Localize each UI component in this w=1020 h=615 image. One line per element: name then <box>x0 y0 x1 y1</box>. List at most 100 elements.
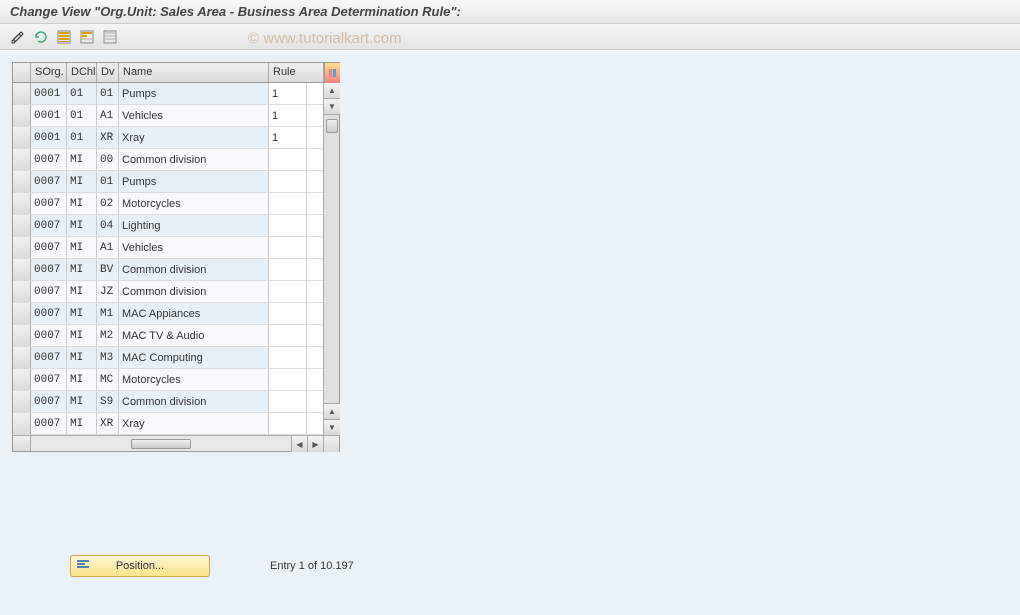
cell-dchl[interactable]: MI <box>67 215 97 236</box>
cell-sorg[interactable]: 0007 <box>31 325 67 346</box>
scroll-thumb-h[interactable] <box>131 439 191 449</box>
row-selector[interactable] <box>13 259 31 280</box>
position-button[interactable]: Position... <box>70 555 210 577</box>
row-selector[interactable] <box>13 215 31 236</box>
cell-name[interactable]: Common division <box>119 391 269 412</box>
row-selector[interactable] <box>13 105 31 126</box>
cell-sorg[interactable]: 0007 <box>31 413 67 434</box>
cell-dv[interactable]: M2 <box>97 325 119 346</box>
cell-rule[interactable] <box>269 193 307 214</box>
cell-sorg[interactable]: 0007 <box>31 369 67 390</box>
cell-name[interactable]: MAC TV & Audio <box>119 325 269 346</box>
cell-name[interactable]: Common division <box>119 281 269 302</box>
row-selector[interactable] <box>13 325 31 346</box>
column-rule[interactable]: Rule <box>269 63 307 82</box>
row-selector[interactable] <box>13 413 31 434</box>
cell-rule[interactable] <box>269 171 307 192</box>
cell-sorg[interactable]: 0007 <box>31 237 67 258</box>
column-dchl[interactable]: DChl <box>67 63 97 82</box>
scroll-down-button-2[interactable]: ▼ <box>324 419 340 435</box>
cell-name[interactable]: Common division <box>119 259 269 280</box>
cell-dv[interactable]: XR <box>97 413 119 434</box>
cell-rule[interactable]: 1 <box>269 127 307 148</box>
scroll-left-button[interactable]: ◀ <box>291 436 307 452</box>
cell-dchl[interactable]: MI <box>67 325 97 346</box>
scroll-down-button[interactable]: ▼ <box>324 99 340 115</box>
select-all-button[interactable] <box>54 28 74 46</box>
cell-rule[interactable] <box>269 215 307 236</box>
cell-sorg[interactable]: 0007 <box>31 347 67 368</box>
cell-rule[interactable]: 1 <box>269 105 307 126</box>
row-selector[interactable] <box>13 171 31 192</box>
cell-rule[interactable] <box>269 281 307 302</box>
cell-rule[interactable] <box>269 325 307 346</box>
cell-sorg[interactable]: 0007 <box>31 215 67 236</box>
deselect-all-button[interactable] <box>100 28 120 46</box>
row-selector[interactable] <box>13 149 31 170</box>
undo-button[interactable] <box>31 28 51 46</box>
cell-name[interactable]: Vehicles <box>119 237 269 258</box>
cell-name[interactable]: Lighting <box>119 215 269 236</box>
cell-name[interactable]: Pumps <box>119 171 269 192</box>
cell-dchl[interactable]: 01 <box>67 83 97 104</box>
cell-dv[interactable]: M1 <box>97 303 119 324</box>
row-selector[interactable] <box>13 237 31 258</box>
select-block-button[interactable] <box>77 28 97 46</box>
cell-sorg[interactable]: 0001 <box>31 83 67 104</box>
cell-sorg[interactable]: 0007 <box>31 259 67 280</box>
row-selector[interactable] <box>13 369 31 390</box>
scroll-up-button[interactable]: ▲ <box>324 83 340 99</box>
cell-sorg[interactable]: 0007 <box>31 149 67 170</box>
cell-dv[interactable]: 02 <box>97 193 119 214</box>
cell-dchl[interactable]: MI <box>67 171 97 192</box>
scroll-track-h[interactable] <box>31 436 291 451</box>
cell-name[interactable]: Vehicles <box>119 105 269 126</box>
cell-dv[interactable]: A1 <box>97 105 119 126</box>
cell-name[interactable]: Motorcycles <box>119 193 269 214</box>
row-selector[interactable] <box>13 193 31 214</box>
column-sorg[interactable]: SOrg. <box>31 63 67 82</box>
column-name[interactable]: Name <box>119 63 269 82</box>
cell-name[interactable]: Pumps <box>119 83 269 104</box>
cell-dv[interactable]: 01 <box>97 83 119 104</box>
column-dv[interactable]: Dv <box>97 63 119 82</box>
row-selector[interactable] <box>13 347 31 368</box>
cell-rule[interactable] <box>269 303 307 324</box>
scroll-right-button[interactable]: ▶ <box>307 436 323 452</box>
column-row-selector[interactable] <box>13 63 31 82</box>
cell-rule[interactable] <box>269 237 307 258</box>
cell-rule[interactable] <box>269 369 307 390</box>
scroll-up-button-2[interactable]: ▲ <box>324 403 340 419</box>
cell-sorg[interactable]: 0007 <box>31 391 67 412</box>
row-selector[interactable] <box>13 83 31 104</box>
cell-dv[interactable]: XR <box>97 127 119 148</box>
cell-dchl[interactable]: MI <box>67 237 97 258</box>
cell-dchl[interactable]: MI <box>67 303 97 324</box>
cell-dv[interactable]: S9 <box>97 391 119 412</box>
cell-sorg[interactable]: 0007 <box>31 281 67 302</box>
cell-dchl[interactable]: MI <box>67 369 97 390</box>
cell-rule[interactable] <box>269 347 307 368</box>
toggle-display-change-button[interactable] <box>8 28 28 46</box>
row-selector[interactable] <box>13 281 31 302</box>
cell-dv[interactable]: 00 <box>97 149 119 170</box>
row-selector[interactable] <box>13 303 31 324</box>
cell-dv[interactable]: MC <box>97 369 119 390</box>
row-selector[interactable] <box>13 391 31 412</box>
table-settings-button[interactable] <box>324 63 340 83</box>
cell-dchl[interactable]: 01 <box>67 105 97 126</box>
cell-dchl[interactable]: MI <box>67 281 97 302</box>
cell-rule[interactable] <box>269 259 307 280</box>
cell-name[interactable]: MAC Appiances <box>119 303 269 324</box>
cell-sorg[interactable]: 0007 <box>31 171 67 192</box>
cell-name[interactable]: Motorcycles <box>119 369 269 390</box>
cell-dv[interactable]: M3 <box>97 347 119 368</box>
cell-dchl[interactable]: MI <box>67 413 97 434</box>
cell-sorg[interactable]: 0001 <box>31 127 67 148</box>
cell-dchl[interactable]: MI <box>67 193 97 214</box>
cell-rule[interactable]: 1 <box>269 83 307 104</box>
cell-rule[interactable] <box>269 391 307 412</box>
cell-name[interactable]: Xray <box>119 413 269 434</box>
cell-sorg[interactable]: 0007 <box>31 193 67 214</box>
cell-dv[interactable]: 04 <box>97 215 119 236</box>
